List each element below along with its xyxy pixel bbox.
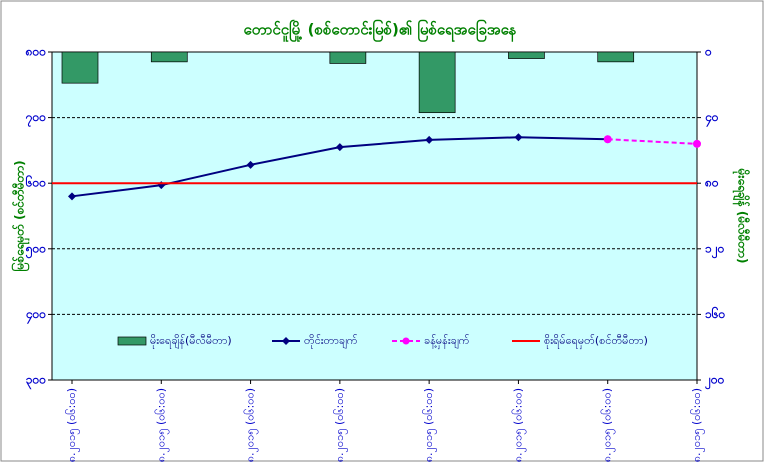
legend-swatch — [117, 336, 147, 346]
y2-tick-label: ၂၀၀ — [704, 373, 725, 391]
legend-label: စိုးရိမ်ရေမှတ်(စင်တီမီတာ) — [544, 334, 648, 349]
y2-tick-label: ၁၆၀ — [705, 305, 726, 321]
rain-bar — [329, 51, 367, 64]
y2-tick-label: ၄၀ — [704, 110, 719, 128]
x-tick-label: ၃၀.၈.၂၀၁၅ (၀၆:၀၀) — [690, 388, 705, 462]
legend-label: ခန့်မှန်းချက် — [424, 334, 470, 349]
y-axis-label: မြစ်ရေမှတ် (စင်တီမီတာ) — [10, 160, 31, 271]
rain-bar — [150, 51, 188, 63]
forecast-line — [607, 138, 698, 145]
point — [425, 135, 434, 144]
y-tick-label: ၅၀၀ — [25, 241, 47, 259]
y2-axis-label: မိုးရေချိန် (မီလီမီတာ) — [732, 168, 752, 264]
legend-marker — [402, 337, 410, 345]
point — [246, 160, 255, 169]
rain-bar — [508, 51, 545, 59]
legend-label: တိုင်းတာချက် — [304, 334, 358, 349]
y-tick-label: ၆၀၀ — [25, 174, 47, 190]
y2-tick-label: ၁၂၀ — [705, 241, 725, 259]
x-tick-label: ၂၄.၈.၂၀၁၅ (၀၆:၀၀) — [154, 388, 169, 462]
rain-bar — [61, 51, 99, 84]
y-tick-label: ၈၀၀ — [25, 45, 47, 59]
legend-marker — [282, 337, 290, 345]
x-tick-label: ၂၇.၈.၂၀၁၅ (၀၆:၀၀) — [422, 388, 437, 462]
point — [693, 139, 701, 148]
legend-label: မိုးရေချိန်(မီလီမီတာ) — [150, 334, 232, 349]
x-tick-label: ၂၈.၈.၂၀၁၅ (၀၆:၀၀) — [511, 388, 526, 462]
x-tick-label: ၂၆.၈.၂၀၁၅ (၀၆:၀၀) — [333, 388, 348, 462]
rain-bar — [418, 51, 456, 114]
point — [335, 143, 344, 152]
x-tick-label: ၂၃.၈.၂၀၁၅ (၀၆:၀၀) — [65, 388, 80, 462]
y2-tick-label: ၀ — [704, 45, 712, 59]
x-tick-label: ၂၅.၈.၂၀၁၅ (၀၆:၀၀) — [244, 388, 259, 462]
point — [603, 135, 612, 144]
y-tick-label: ၇၀၀ — [25, 110, 47, 128]
point — [68, 192, 76, 201]
y-tick-label: ၃၀၀ — [26, 373, 47, 391]
rain-bar — [597, 51, 635, 63]
point — [514, 133, 523, 142]
y2-tick-label: ၈၀ — [704, 176, 719, 190]
y-tick-label: ၄၀၀ — [25, 307, 47, 325]
x-tick-label: ၂၉.၈.၂၀၁၅ (၀၆:၀၀) — [601, 388, 616, 462]
plot-area — [51, 51, 698, 381]
